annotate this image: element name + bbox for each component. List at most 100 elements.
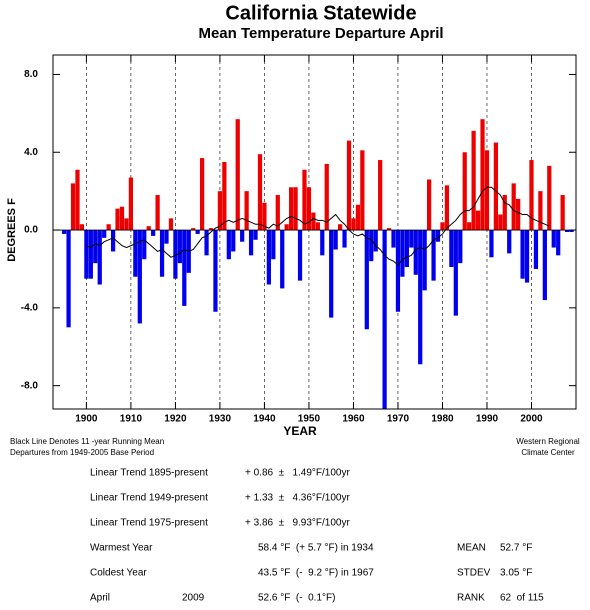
bar	[346, 140, 352, 231]
stat-label: STDEV	[457, 568, 491, 579]
bar	[507, 230, 512, 254]
x-tick-label: 1990	[476, 414, 499, 425]
bar	[511, 183, 516, 231]
bar	[222, 161, 227, 231]
bar	[155, 195, 160, 231]
bar	[284, 224, 289, 231]
trend-label: Linear Trend 1975-present	[90, 518, 208, 529]
bar	[542, 230, 547, 301]
bar	[97, 230, 102, 285]
bar	[248, 230, 254, 256]
bar	[293, 187, 298, 231]
bar	[208, 228, 214, 231]
trend-value: + 3.86 ± 9.93°F/100yr	[245, 518, 350, 529]
bar	[484, 150, 490, 231]
bar	[177, 230, 182, 264]
x-tick-label: 1940	[253, 414, 276, 425]
bar	[516, 198, 521, 231]
bar	[93, 230, 98, 264]
bar	[137, 230, 142, 324]
bar	[378, 160, 383, 231]
trend-value: + 1.33 ± 4.36°F/100yr	[245, 493, 350, 504]
bar	[462, 152, 467, 231]
record-label: Warmest Year	[90, 543, 153, 554]
bar	[413, 230, 418, 275]
record-year: 2009	[182, 593, 205, 604]
bar	[66, 230, 71, 328]
x-tick-label: 1960	[342, 414, 365, 425]
bar	[110, 230, 116, 252]
bar	[449, 230, 454, 268]
bar	[106, 224, 111, 231]
bar	[533, 230, 539, 269]
bar	[355, 204, 361, 231]
y-tick-label: -8.0	[21, 380, 39, 391]
bar	[257, 154, 263, 231]
trend-value: + 0.86 ± 1.49°F/100yr	[245, 468, 350, 479]
bar	[231, 230, 236, 252]
y-tick-label: 0.0	[24, 225, 38, 236]
bar	[199, 158, 205, 231]
bar	[382, 230, 387, 409]
bar	[289, 187, 294, 231]
trend-label: Linear Trend 1949-present	[90, 493, 208, 504]
bar	[146, 226, 151, 231]
bar	[409, 230, 414, 248]
note: Black Line Denotes 11 -year Running Mean	[10, 437, 164, 446]
bar	[142, 230, 147, 260]
bar	[173, 230, 178, 279]
bar	[524, 230, 530, 283]
running-mean-line	[86, 186, 550, 266]
chart-title: California Statewide	[225, 2, 416, 24]
bar	[128, 177, 134, 231]
bar	[253, 230, 258, 240]
bar	[360, 150, 365, 231]
x-tick-label: 2000	[520, 414, 543, 425]
bar	[520, 230, 525, 279]
trend-label: Linear Trend 1895-present	[90, 468, 208, 479]
bar	[213, 230, 218, 312]
bar	[569, 230, 574, 232]
bar	[115, 208, 120, 231]
bar	[538, 191, 543, 231]
bar	[124, 218, 129, 231]
bar	[400, 230, 405, 277]
bar	[467, 222, 472, 231]
bar	[418, 230, 423, 365]
bar	[502, 195, 507, 231]
x-tick-label: 1980	[431, 414, 454, 425]
y-axis-label: DEGREES F	[6, 198, 18, 262]
bar	[280, 230, 285, 289]
bar	[266, 230, 271, 285]
bar	[62, 230, 67, 234]
bar	[529, 160, 534, 231]
chart-subtitle: Mean Temperature Departure April	[198, 25, 443, 42]
bar	[119, 206, 125, 231]
x-tick-label: 1950	[298, 414, 321, 425]
stat-value: 52.7 °F	[500, 543, 532, 554]
bar	[440, 222, 445, 231]
bar	[70, 183, 76, 231]
y-tick-label: -4.0	[21, 302, 39, 313]
bar	[422, 230, 427, 291]
bar	[547, 165, 552, 231]
bar	[88, 230, 93, 279]
bar	[329, 230, 334, 318]
bar	[75, 169, 80, 231]
bar	[369, 230, 374, 262]
bar	[342, 230, 347, 248]
bar	[453, 230, 458, 316]
bar	[235, 119, 240, 231]
bar	[217, 191, 223, 231]
bar	[151, 230, 156, 236]
bar	[475, 210, 481, 231]
y-tick-label: 8.0	[24, 69, 38, 80]
note: Departures from 1949-2005 Base Period	[10, 448, 154, 457]
bar	[297, 230, 303, 281]
bar	[391, 230, 396, 248]
y-tick-label: 4.0	[24, 147, 38, 158]
bar	[102, 230, 107, 238]
record-value: 58.4 °F (+ 5.7 °F) in 1934	[258, 543, 374, 554]
bar	[556, 230, 561, 256]
bar	[498, 214, 503, 231]
